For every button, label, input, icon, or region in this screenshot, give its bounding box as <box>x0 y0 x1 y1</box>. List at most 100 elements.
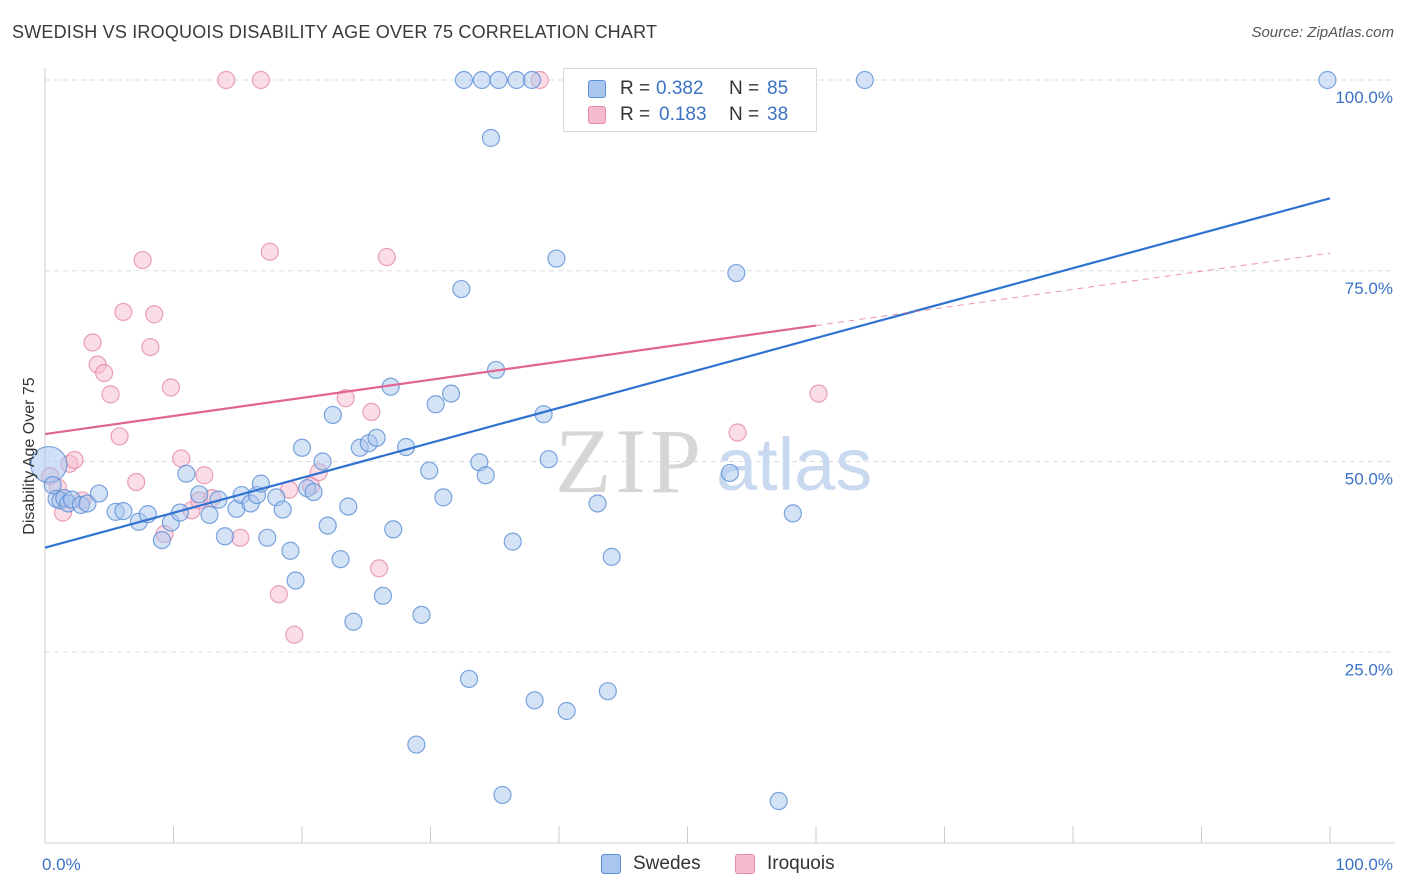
source-label: Source: ZipAtlas.com <box>1251 24 1394 41</box>
iroquois-point <box>336 389 355 408</box>
iroquois-point <box>161 378 181 397</box>
swedes-point <box>420 461 439 480</box>
swedes-point <box>855 70 874 90</box>
swedes-point <box>200 505 219 525</box>
swedes-point <box>434 488 453 507</box>
swedes-legend-label: Swedes <box>633 853 701 874</box>
swedes-point <box>339 497 358 516</box>
swedes-point <box>525 691 544 710</box>
watermark: ZIP atlas <box>555 410 872 512</box>
iroquois-point <box>195 466 214 485</box>
iroquois-point <box>269 585 288 604</box>
swedes-point <box>89 484 109 503</box>
iroquois-point <box>101 385 120 404</box>
iroquois-point <box>285 625 304 644</box>
swedes-point <box>507 70 526 90</box>
chart-title: SWEDISH VS IROQUOIS DISABILITY AGE OVER … <box>12 22 658 42</box>
iroquois-point <box>260 242 279 261</box>
trend-lines <box>44 197 1331 549</box>
iroquois-point <box>370 559 389 578</box>
swedes-point <box>304 482 323 502</box>
swedes-point <box>503 532 522 551</box>
swedes-n-value: 85 <box>767 78 789 99</box>
swedes-r-label: R = <box>620 78 651 99</box>
swedes-point <box>602 547 621 566</box>
swedes-point <box>459 669 479 689</box>
swedes-r-value: 0.382 <box>656 78 704 99</box>
bottom-legend-iroquois: Iroquois <box>735 852 845 876</box>
y-tick-label: 100.0% <box>1335 88 1393 107</box>
iroquois-point <box>362 402 381 422</box>
iroquois-point <box>95 363 114 383</box>
swedes-point <box>769 791 788 811</box>
swedes-point <box>177 464 196 483</box>
legend-row-iroquois: R = 0.183 N = 38 <box>564 101 816 127</box>
iroquois-n-label: N = <box>729 104 760 125</box>
swedes-point <box>331 550 350 569</box>
iroquois-point <box>83 333 102 352</box>
swedes-point <box>114 501 133 521</box>
iroquois-point <box>172 449 191 468</box>
swedes-point <box>557 701 576 721</box>
swedes-point <box>152 530 172 550</box>
swedes-point <box>190 485 209 504</box>
iroquois-point <box>65 450 84 470</box>
iroquois-swatch <box>588 106 606 124</box>
iroquois-point <box>145 305 164 324</box>
swedes-point <box>323 405 342 425</box>
swedes-points <box>30 70 1337 811</box>
swedes-point <box>547 249 566 268</box>
swedes-point <box>472 70 491 90</box>
iroquois-point <box>231 528 250 547</box>
iroquois-trend-extension <box>815 252 1331 327</box>
swedes-point <box>476 466 495 485</box>
y-tick-label: 25.0% <box>1345 660 1393 679</box>
iroquois-n-value: 38 <box>767 104 789 125</box>
swedes-point <box>454 70 474 90</box>
iroquois-point <box>377 247 396 267</box>
swedes-point <box>292 438 312 457</box>
x-tick-label-max: 100.0% <box>1335 855 1393 874</box>
swedes-point <box>588 494 607 513</box>
swedes-point <box>367 428 386 447</box>
iroquois-r-label: R = <box>620 104 651 125</box>
swedes-point <box>215 527 234 546</box>
swedes-point <box>384 520 403 539</box>
swedes-point <box>720 463 740 483</box>
swedes-point <box>258 528 277 547</box>
tick-labels: 25.0% 50.0% 75.0% 100.0% 0.0% 100.0% <box>42 88 1393 874</box>
iroquois-point <box>133 250 152 270</box>
swedes-legend-swatch <box>601 854 621 874</box>
swedes-point <box>318 516 337 535</box>
swedes-point <box>273 500 292 519</box>
iroquois-legend-label: Iroquois <box>767 853 835 874</box>
swedes-point <box>281 541 300 560</box>
swedes-point <box>426 395 445 414</box>
swedes-point <box>286 571 305 590</box>
swedes-trend-line <box>44 197 1331 549</box>
iroquois-point <box>728 423 747 442</box>
swedes-point <box>344 612 363 631</box>
swedes-point <box>727 263 746 283</box>
y-axis-label: Disability Age Over 75 <box>21 377 38 535</box>
iroquois-point <box>141 337 160 357</box>
y-tick-label: 75.0% <box>1345 279 1393 298</box>
legend-row-swedes: R = 0.382 N = 85 <box>564 75 816 101</box>
swedes-swatch <box>588 80 606 98</box>
swedes-point <box>412 605 431 624</box>
iroquois-point <box>251 70 270 90</box>
swedes-point <box>489 70 508 90</box>
y-tick-label: 50.0% <box>1345 470 1393 489</box>
swedes-point <box>373 586 393 605</box>
iroquois-point <box>114 302 133 322</box>
iroquois-trend-line <box>44 324 817 436</box>
swedes-point <box>481 128 500 148</box>
swedes-point <box>313 452 332 471</box>
gridlines <box>45 79 1395 653</box>
swedes-point <box>598 682 617 701</box>
swedes-n-label: N = <box>729 78 760 99</box>
swedes-point <box>78 494 97 513</box>
iroquois-legend-swatch <box>735 854 755 874</box>
iroquois-point <box>127 473 146 492</box>
